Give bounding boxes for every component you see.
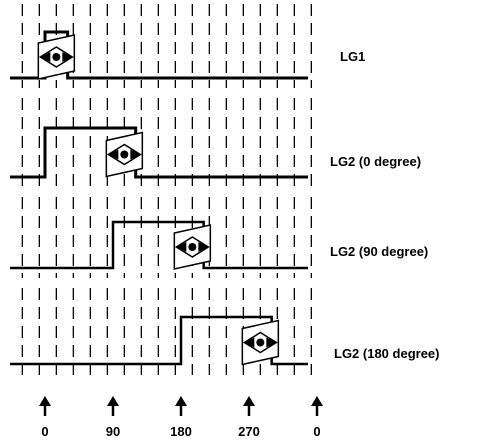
axis-arrow-icon — [243, 396, 255, 416]
phase-axis: 0 90 180 270 0 — [39, 396, 323, 439]
eye-marker-icon — [37, 34, 76, 80]
axis-tick-label: 270 — [238, 424, 260, 439]
waveform-row-3: LG2 (90 degree) — [10, 220, 428, 270]
eye-marker-icon — [173, 224, 212, 270]
waveform-lg2-90-degree — [10, 220, 308, 270]
axis-tick-label: 0 — [41, 424, 48, 439]
label-lg1: LG1 — [340, 49, 365, 64]
axis-arrow-icon — [107, 396, 119, 416]
axis-tick-label: 0 — [313, 424, 320, 439]
waveform-lg2-180-degree — [10, 315, 308, 366]
axis-tick-label: 180 — [170, 424, 192, 439]
waveform-row-4: LG2 (180 degree) — [10, 315, 440, 366]
waveform-row-1: LG1 — [10, 30, 365, 80]
label-lg2-90-degree: LG2 (90 degree) — [330, 244, 428, 259]
waveform-lg2-0-degree — [10, 126, 308, 179]
axis-arrow-icon — [39, 396, 51, 416]
label-lg2-0-degree: LG2 (0 degree) — [330, 154, 421, 169]
label-lg2-180-degree: LG2 (180 degree) — [334, 346, 440, 361]
axis-tick-label: 90 — [106, 424, 120, 439]
waveform-row-2: LG2 (0 degree) — [10, 126, 421, 179]
eye-marker-icon — [105, 131, 144, 178]
eye-marker-icon — [241, 319, 280, 366]
axis-arrow-icon — [175, 396, 187, 416]
axis-arrow-icon — [311, 396, 323, 416]
